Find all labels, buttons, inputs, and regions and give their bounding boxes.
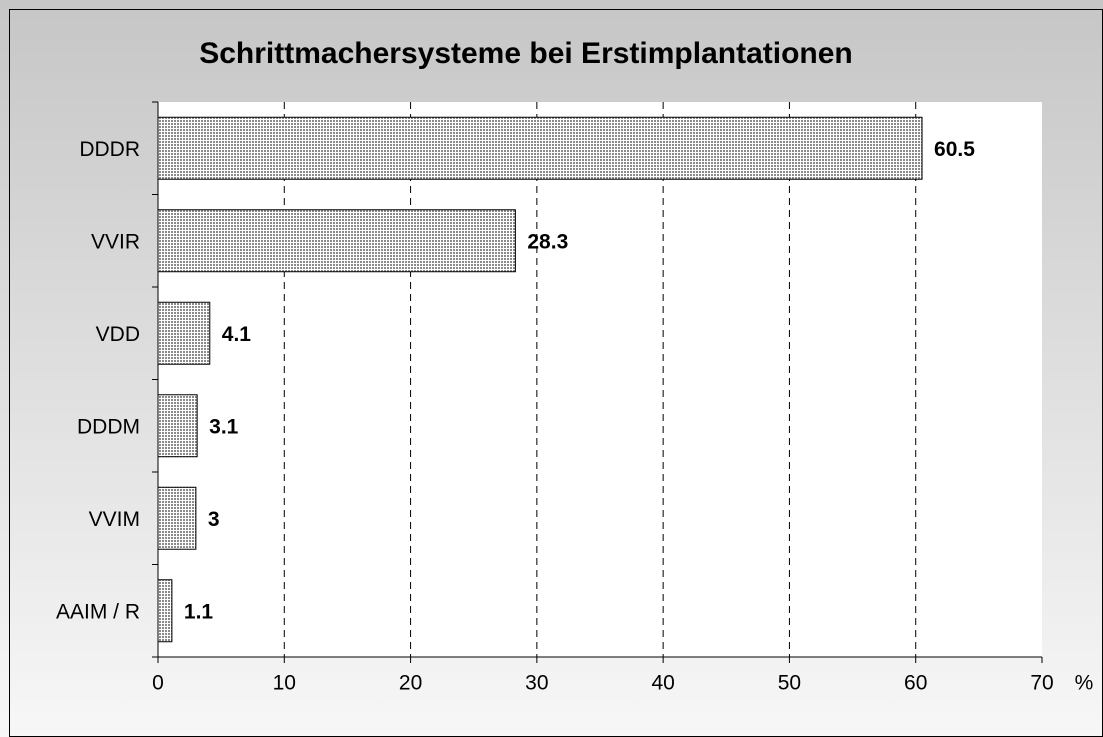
bar	[157, 579, 173, 643]
x-tick-label: 10	[273, 672, 296, 695]
x-tick-label: 40	[651, 672, 674, 695]
plot-area	[158, 102, 1042, 657]
value-label: 4.1	[222, 323, 252, 346]
x-tick-label: 20	[399, 672, 422, 695]
bar	[157, 394, 198, 458]
bar	[157, 116, 923, 180]
y-tick-label: VVIM	[89, 508, 140, 531]
value-label: 3	[208, 508, 220, 531]
chart-title: Schrittmachersysteme bei Erstimplantatio…	[199, 37, 853, 70]
bar	[157, 301, 211, 365]
x-tick-label: 50	[778, 672, 801, 695]
x-tick-label: 30	[525, 672, 548, 695]
x-tick-label: 0	[152, 672, 164, 695]
y-tick-label: VDD	[96, 323, 140, 346]
y-tick-label: DDDR	[79, 138, 140, 161]
x-tick-label: 70	[1030, 672, 1053, 695]
value-label: 3.1	[209, 415, 239, 438]
value-label: 28.3	[527, 230, 568, 253]
bar	[157, 209, 516, 273]
value-label: 60.5	[934, 138, 975, 161]
x-axis-unit: %	[1075, 672, 1094, 695]
y-tick-label: VVIR	[91, 230, 140, 253]
x-tick-label: 60	[904, 672, 927, 695]
y-tick-label: AAIM / R	[56, 600, 140, 623]
bar	[157, 486, 197, 550]
y-tick-label: DDDM	[77, 415, 140, 438]
value-label: 1.1	[184, 600, 214, 623]
